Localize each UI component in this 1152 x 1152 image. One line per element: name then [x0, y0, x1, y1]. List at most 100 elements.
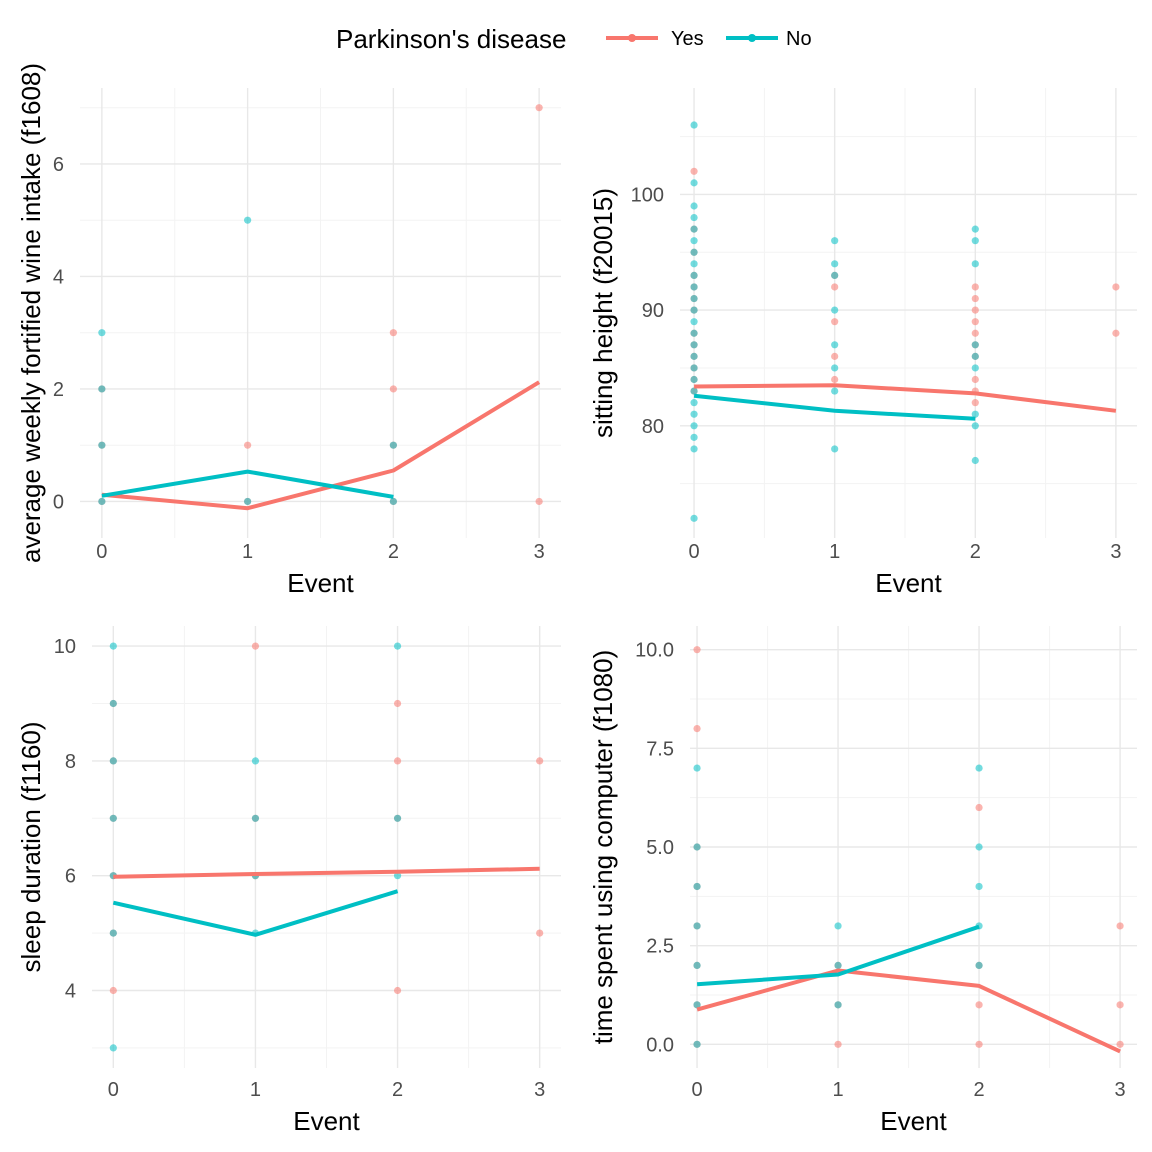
data-point-yes	[393, 757, 402, 765]
data-point-yes	[975, 1001, 983, 1009]
data-point-no	[693, 882, 701, 891]
data-point-yes	[1116, 1040, 1124, 1048]
y-tick-label: 7.5	[646, 738, 674, 760]
x-tick-label: 2	[974, 1079, 985, 1101]
y-tick-label: 0	[53, 491, 64, 513]
data-point-yes	[389, 385, 397, 393]
data-point-no	[831, 237, 839, 245]
data-point-no	[831, 341, 839, 349]
x-tick-label: 3	[534, 541, 545, 563]
trend-line-yes	[694, 383, 1117, 413]
data-point-yes	[971, 329, 979, 337]
x-tick-label: 1	[832, 1079, 843, 1101]
data-point-no	[690, 352, 698, 360]
data-point-no	[244, 216, 252, 224]
data-point-no	[971, 352, 979, 360]
x-tick-label: 1	[250, 1079, 261, 1101]
data-point-yes	[535, 497, 543, 506]
data-point-yes	[109, 986, 117, 995]
data-point-no	[834, 961, 842, 969]
data-point-no	[109, 757, 117, 765]
data-point-no	[834, 922, 842, 930]
data-point-no	[690, 375, 698, 384]
data-point-yes	[251, 642, 260, 650]
data-point-no	[109, 699, 117, 708]
data-point-no	[690, 399, 698, 407]
trend-line-yes	[696, 968, 1121, 1054]
data-point-no	[109, 814, 117, 822]
y-tick-label: 100	[631, 184, 664, 206]
data-point-no	[389, 441, 397, 449]
x-axis-title: Event	[875, 568, 942, 598]
x-axis-title: Event	[880, 1106, 947, 1136]
data-point-yes	[971, 306, 979, 314]
data-point-no	[244, 497, 252, 506]
y-axis-title: sitting height (f20015)	[588, 188, 618, 438]
y-tick-label: 4	[65, 981, 76, 1003]
data-point-no	[831, 445, 839, 453]
data-point-yes	[1116, 1001, 1124, 1009]
x-axis-title: Event	[287, 568, 354, 598]
x-tick-label: 0	[691, 1079, 702, 1101]
y-tick-label: 10.0	[635, 640, 674, 662]
legend-label-no: No	[786, 28, 812, 50]
data-point-yes	[831, 283, 839, 291]
data-point-yes	[393, 986, 402, 995]
data-point-no	[690, 387, 698, 395]
panels: 0 1 2 3 0 2 4 6 Event average weekly fortified wi…	[16, 63, 1137, 1136]
data-point-yes	[244, 441, 252, 449]
data-point-no	[971, 364, 979, 372]
data-point-no	[393, 642, 402, 650]
legend-title: Parkinson's disease	[336, 24, 566, 54]
data-point-yes	[971, 294, 979, 303]
legend-label-yes: Yes	[671, 28, 704, 50]
data-point-no	[98, 441, 106, 449]
data-point-no	[975, 764, 983, 772]
panel-2: 0 1 2 3 80 90 100 Event sitting height (f20015)	[588, 88, 1137, 598]
data-point-yes	[975, 803, 983, 812]
trend-line-no	[101, 469, 394, 499]
data-point-no	[98, 497, 106, 506]
data-point-yes	[1112, 283, 1120, 291]
data-point-no	[690, 306, 698, 314]
y-tick-label: 4	[53, 266, 64, 288]
data-point-yes	[831, 318, 839, 326]
data-point-yes	[535, 104, 543, 112]
y-axis-title: average weekly fortified wine intake (f1…	[16, 63, 46, 563]
legend-key-yes-dot	[628, 34, 636, 42]
data-point-yes	[975, 1040, 983, 1048]
data-point-no	[690, 271, 698, 280]
trend-line-yes	[113, 866, 540, 879]
data-point-no	[975, 961, 983, 969]
x-tick-label: 3	[1110, 541, 1121, 563]
panel-3: 0 1 2 3 4 6 8 10 Event sleep duration (f1160)	[16, 626, 561, 1136]
data-point-no	[831, 306, 839, 314]
data-point-no	[971, 410, 979, 418]
data-point-no	[690, 318, 698, 326]
y-tick-label: 6	[53, 154, 64, 176]
x-tick-label: 1	[829, 541, 840, 563]
data-point-no	[109, 642, 117, 650]
data-point-no	[971, 225, 979, 233]
trend-line-yes	[101, 380, 541, 511]
data-point-no	[690, 329, 698, 337]
data-point-no	[251, 814, 260, 822]
data-point-yes	[971, 399, 979, 407]
y-tick-label: 2.5	[646, 936, 674, 958]
data-point-yes	[693, 646, 701, 654]
trend-line-no	[693, 393, 976, 421]
legend-entry-yes: Yes	[606, 28, 704, 50]
y-tick-label: 6	[65, 866, 76, 888]
data-point-yes	[1112, 329, 1120, 337]
x-tick-label: 2	[970, 541, 981, 563]
legend-entry-no: No	[726, 28, 812, 50]
data-point-no	[831, 271, 839, 280]
panel-1: 0 1 2 3 0 2 4 6 Event average weekly fortified wi…	[16, 63, 561, 598]
data-point-no	[971, 237, 979, 245]
data-point-no	[971, 341, 979, 349]
y-tick-label: 8	[65, 751, 76, 773]
x-tick-label: 2	[388, 541, 399, 563]
data-point-no	[690, 213, 698, 222]
data-point-no	[251, 757, 260, 765]
